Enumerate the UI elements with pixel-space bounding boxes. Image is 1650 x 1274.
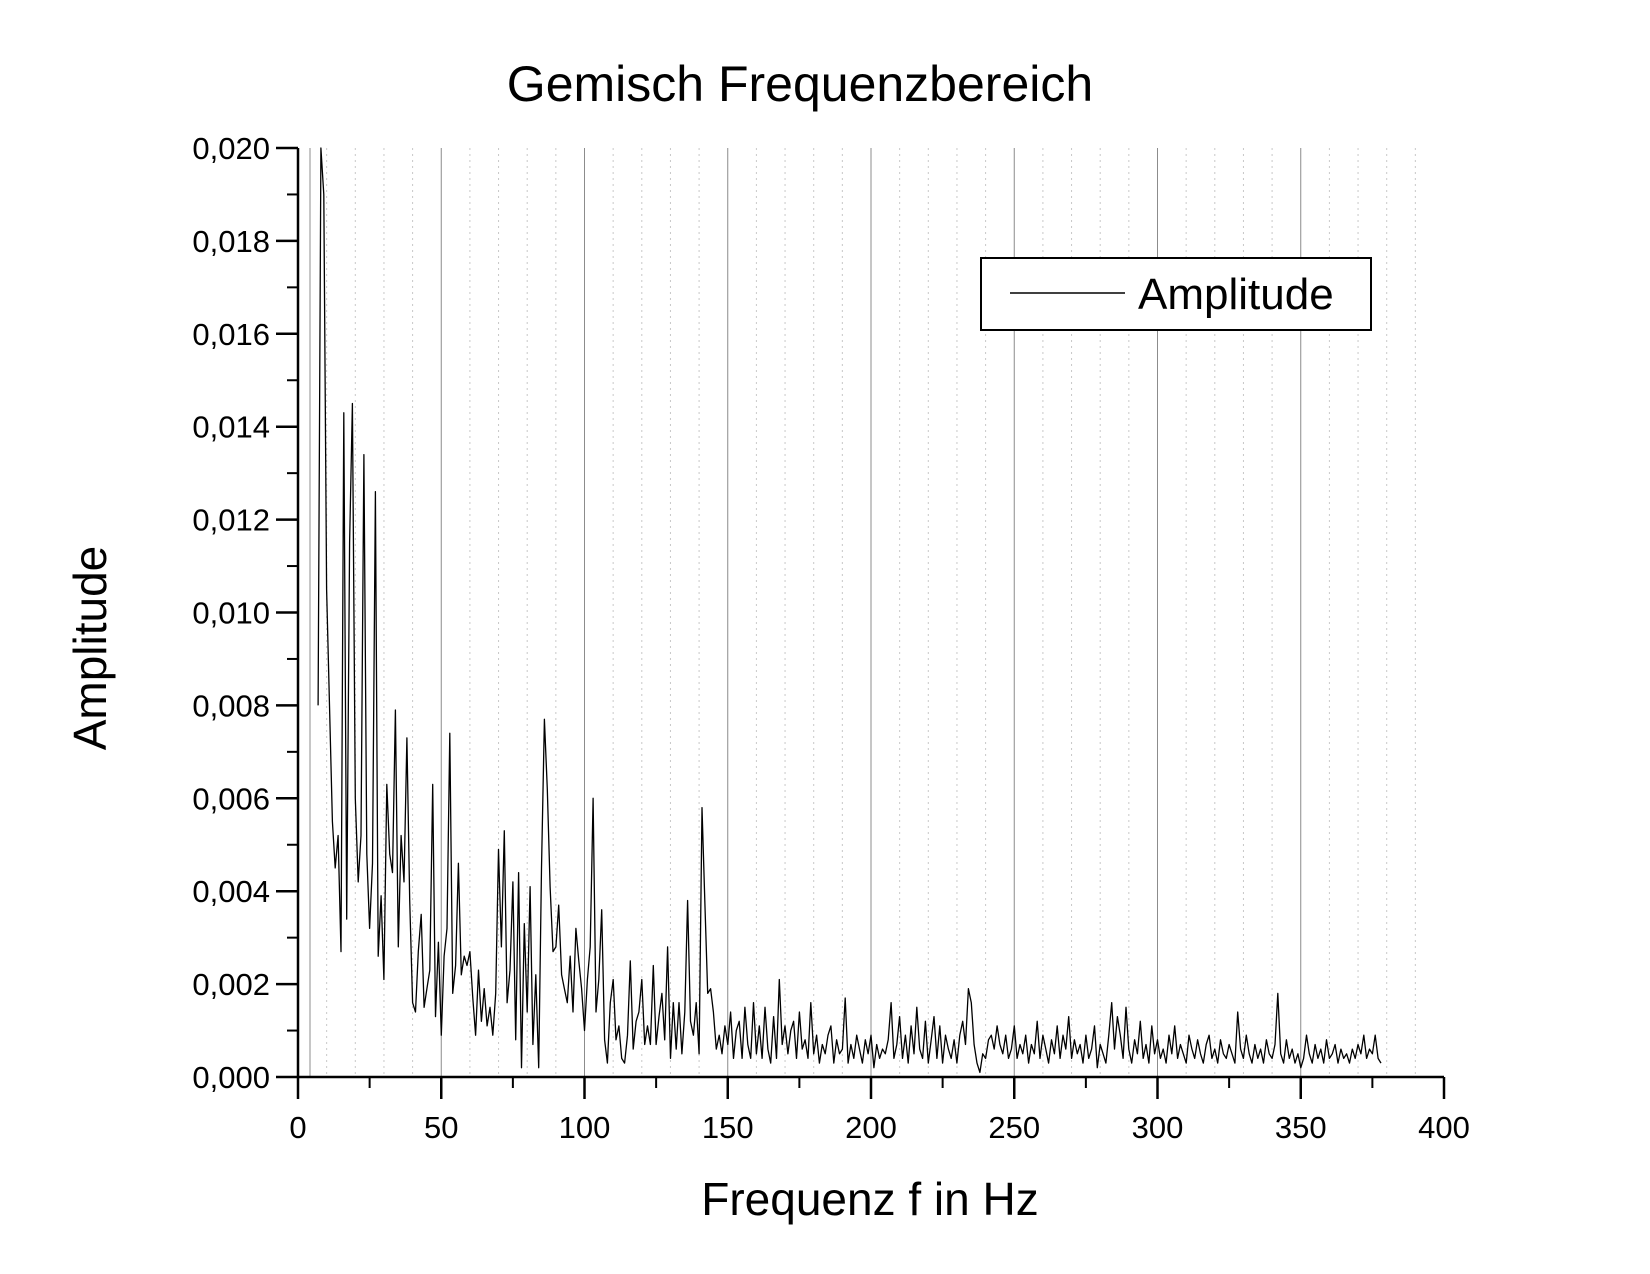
x-tick-label: 400 <box>1418 1110 1470 1145</box>
y-tick-label: 0,008 <box>192 688 270 723</box>
chart-title: Gemisch Frequenzbereich <box>507 56 1093 112</box>
y-tick-label: 0,000 <box>192 1060 270 1095</box>
chart-grid <box>309 148 1416 1077</box>
x-axis-label: Frequenz f in Hz <box>701 1173 1038 1225</box>
x-tick-label: 100 <box>559 1110 611 1145</box>
y-tick-label: 0,018 <box>192 224 270 259</box>
y-axis-label: Amplitude <box>64 546 116 751</box>
y-tick-label: 0,006 <box>192 781 270 816</box>
series-layer <box>317 147 1382 1074</box>
x-tick-label: 0 <box>289 1110 306 1145</box>
legend: Amplitude <box>980 257 1372 331</box>
y-tick-label: 0,004 <box>192 874 270 909</box>
legend-entry-amplitude: Amplitude <box>1138 270 1334 319</box>
x-ticks: 0 50 100 150 200 250 300 350 400 <box>289 1077 1470 1145</box>
y-tick-label: 0,016 <box>192 317 270 352</box>
x-tick-label: 50 <box>424 1110 458 1145</box>
series-line-amplitude <box>317 147 1382 1074</box>
legend-box <box>980 257 1372 331</box>
y-tick-label: 0,010 <box>192 596 270 631</box>
x-tick-label: 300 <box>1132 1110 1184 1145</box>
y-ticks: 0,000 0,002 0,004 0,006 0,008 0,010 0,012 0,014… <box>192 131 298 1095</box>
y-tick-label: 0,012 <box>192 503 270 538</box>
y-tick-label: 0,020 <box>192 131 270 166</box>
y-tick-label: 0,002 <box>192 967 270 1002</box>
x-tick-label: 150 <box>702 1110 754 1145</box>
y-tick-label: 0,014 <box>192 410 270 445</box>
x-tick-label: 350 <box>1275 1110 1327 1145</box>
x-tick-label: 250 <box>988 1110 1040 1145</box>
x-tick-label: 200 <box>845 1110 897 1145</box>
